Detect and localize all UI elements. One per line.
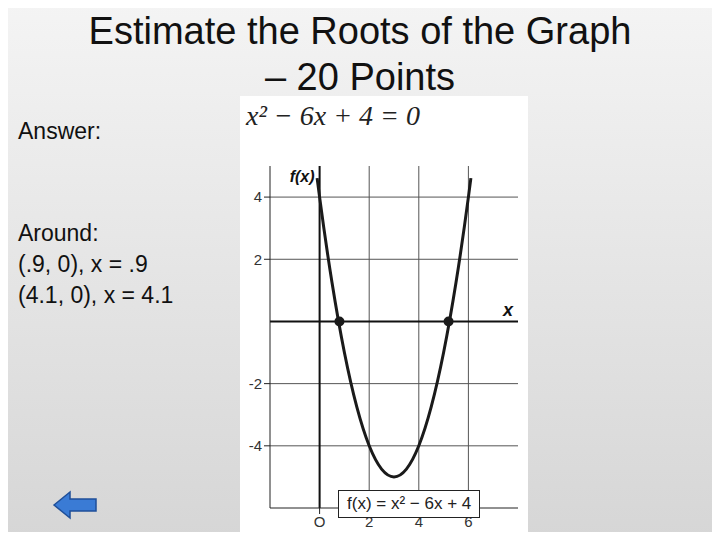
svg-text:-4: -4 — [249, 437, 262, 454]
html-text:Around:: Around: — [18, 220, 99, 246]
html-text:(.9, 0), x = .9: (.9, 0), x = .9 — [18, 251, 148, 277]
svg-text:6: 6 — [464, 512, 473, 530]
svg-text:2: 2 — [254, 251, 262, 268]
svg-text:2: 2 — [365, 512, 374, 530]
html-text:Answer:: Answer: — [18, 118, 102, 144]
html-text:Estimate the Roots of the Grap: Estimate the Roots of the Graph — [88, 10, 632, 52]
html-text:f(x) = x² − 6x + 4: f(x) = x² − 6x + 4 — [347, 494, 472, 513]
svg-text:x: x — [502, 300, 514, 320]
html-text:x² − 6x + 4 = 0: x² − 6x + 4 = 0 — [246, 100, 420, 131]
html-text:(4.1, 0), x = 4.1: (4.1, 0), x = 4.1 — [18, 282, 174, 308]
svg-text:-2: -2 — [249, 375, 262, 392]
svg-text:4: 4 — [254, 188, 262, 205]
svg-text:4: 4 — [414, 512, 423, 530]
html-text:– 20 Points: – 20 Points — [264, 56, 456, 98]
svg-text:O: O — [314, 513, 326, 530]
svg-text:f(x): f(x) — [290, 168, 315, 185]
